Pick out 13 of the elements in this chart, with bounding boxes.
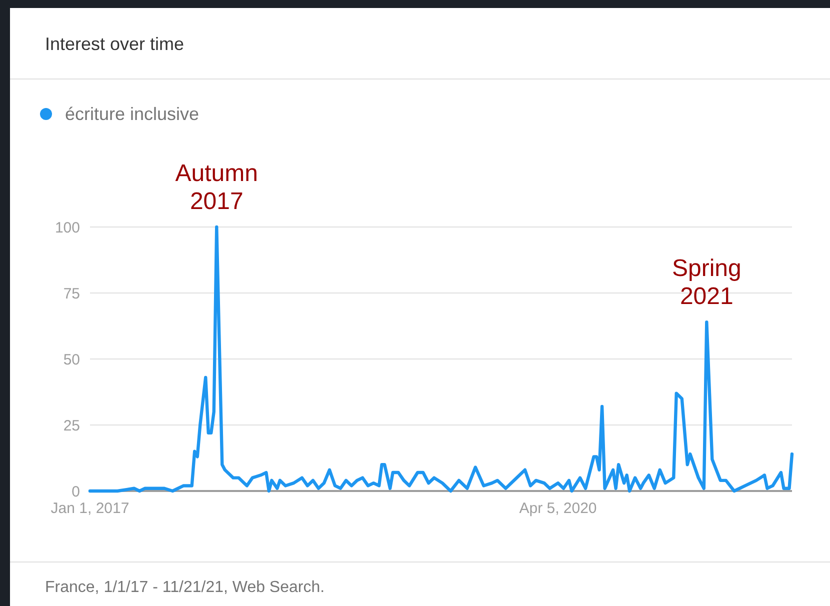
y-tick-label: 75 <box>63 285 80 302</box>
x-tick-label: Jan 1, 2017 <box>50 500 130 517</box>
text: France, 1/1/17 - 11/21/21, Web Search. <box>45 579 325 596</box>
y-tick-label: 100 <box>54 219 80 236</box>
annotation: Autumn 2017 <box>175 160 258 215</box>
line-series <box>88 225 794 493</box>
legend-label: écriture inclusive <box>65 104 200 124</box>
chart-title: Interest over time <box>45 34 184 54</box>
y-tick-label: 25 <box>63 417 80 434</box>
x-tick-label: Apr 5, 2020 <box>519 500 597 517</box>
y-tick-label: 0 <box>72 483 80 500</box>
annotation: Spring 2021 <box>672 255 742 310</box>
y-tick-label: 50 <box>63 351 80 368</box>
